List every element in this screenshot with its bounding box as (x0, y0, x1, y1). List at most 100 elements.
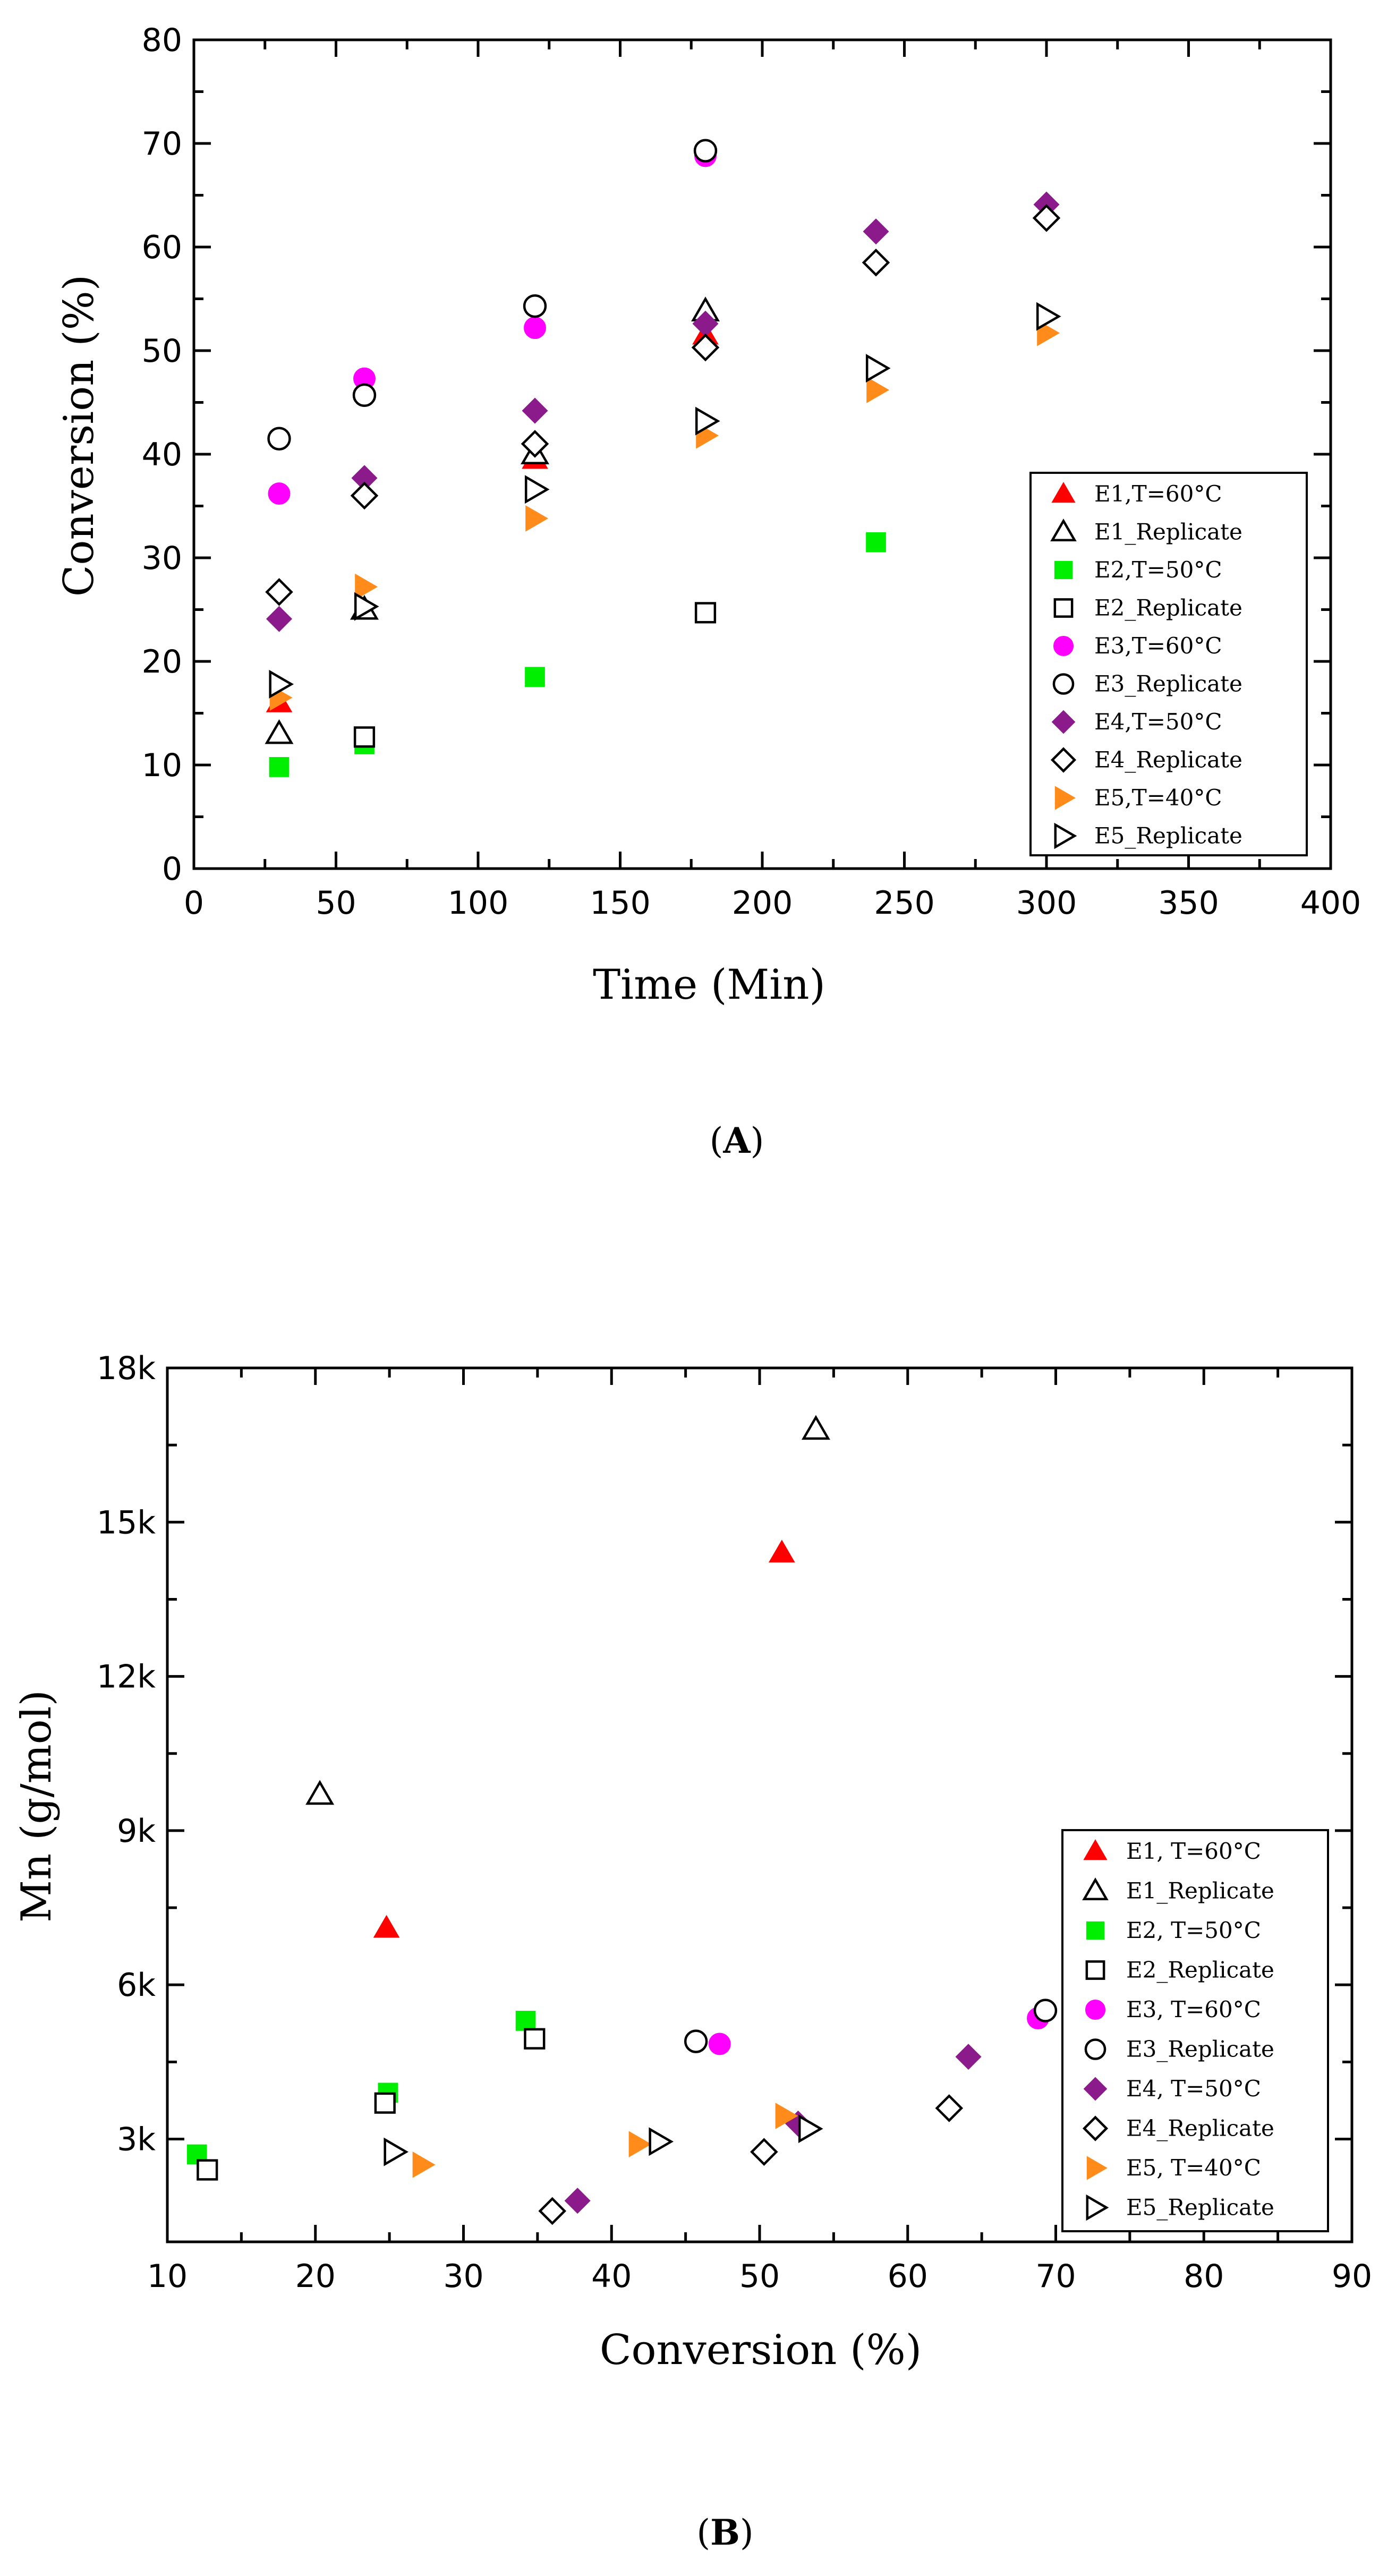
panel-a-x-tick-label: 200 (732, 885, 793, 922)
panel-a-point-e5-t-40-c (355, 573, 378, 600)
panel-a-point-e5-replicate (354, 592, 379, 621)
panel-b-legend-marker-e2-replicate (1085, 1960, 1105, 1980)
panel-a-legend-marker-e3-t-60-c (1053, 635, 1074, 657)
panel-b-legend-marker-e4-t-50-c (1083, 2077, 1108, 2101)
panel-a-legend-marker-e5-replicate (1054, 822, 1077, 849)
panel-b-legend-marker-e1-t-60-c (1083, 1839, 1108, 1860)
panel-a-y-tick-label: 50 (142, 333, 182, 370)
panel-a-legend-label: E1_Replicate (1094, 519, 1242, 545)
panel-a-legend-marker-e4-t-50-c (1051, 710, 1076, 734)
panel-a-tick-labels: 0 50 100 150 200 250 300 350 400 0 10 20 30 40 50 60 70 8… (142, 22, 1361, 922)
panel-b-legend-label: E2_Replicate (1126, 1957, 1274, 1983)
panel-b-legend-marker-e2-t-50-c (1086, 1921, 1105, 1940)
panel-a-point-e5-replicate (524, 475, 550, 504)
panel-b-point-e1-replicate (305, 1780, 335, 1805)
panel-b-y-tick-label: 3k (117, 2121, 156, 2158)
panel-b-data-points (186, 1415, 1058, 2225)
panel-b-point-e3-replicate (684, 2029, 708, 2053)
panel-b-x-axis-title: Conversion (%) (600, 2326, 922, 2374)
panel-a-point-e5-replicate (865, 354, 891, 383)
panel-a-point-e3-t-60-c (524, 317, 546, 339)
panel-a-ticks (192, 38, 1332, 870)
panel-b-legend-label: E5_Replicate (1126, 2195, 1274, 2221)
panel-a-legend-marker-e1-t-60-c (1051, 482, 1076, 503)
panel-a-legend-label: E2_Replicate (1094, 595, 1242, 621)
panel-a-x-tick-label: 300 (1016, 885, 1077, 922)
panel-b-legend-box (1061, 1829, 1329, 2232)
panel-a-y-tick-label: 60 (142, 229, 182, 266)
panel-b-point-e5-t-40-c (412, 2152, 436, 2178)
panel-a-x-tick-label: 250 (874, 885, 935, 922)
panel-b-x-tick-label: 60 (888, 2258, 928, 2295)
panel-a-point-e2-replicate (353, 726, 376, 748)
panel-a-x-axis-title: Time (Min) (593, 961, 825, 1009)
panel-b-x-tick-label: 90 (1332, 2258, 1372, 2295)
panel-b-point-e4-t-50-c (955, 2044, 982, 2070)
panel-a-point-e5-t-40-c (525, 505, 549, 532)
panel-b-y-tick-label: 12k (97, 1659, 156, 1696)
panel-b-legend-label: E3_Replicate (1126, 2036, 1274, 2062)
panel-a-point-e5-replicate (269, 669, 294, 699)
panel-a-x-tick-label: 400 (1300, 885, 1361, 922)
panel-a-point-e4-replicate (862, 248, 890, 277)
panel-a-point-e1-replicate (265, 719, 294, 744)
panel-a-point-e4-replicate (350, 481, 379, 510)
panel-b-point-e4-t-50-c (564, 2188, 591, 2214)
panel-a-legend-label: E3,T=60°C (1094, 633, 1222, 659)
panel-a-point-e2-t-50-c (866, 532, 886, 552)
panel-a-label: (A) (710, 1120, 764, 1161)
panel-a-x-tick-label: 100 (448, 885, 509, 922)
panel-a-point-e3-replicate (352, 383, 377, 407)
panel-b-legend-marker-e3-replicate (1084, 2038, 1106, 2060)
panel-b-legend-label: E2, T=50°C (1126, 1917, 1261, 1943)
panel-a-legend-label: E5,T=40°C (1094, 785, 1222, 811)
panel-b-point-e5-replicate (798, 2114, 823, 2144)
panel-b-point-e1-t-60-c (373, 1915, 400, 1938)
panel-a-point-e3-replicate (523, 294, 547, 318)
panel-a-point-e5-t-40-c (866, 377, 890, 403)
panel-a-legend-label: E4_Replicate (1094, 747, 1242, 773)
panel-b-legend-label: E4_Replicate (1126, 2115, 1274, 2141)
panel-a-point-e4-replicate (691, 333, 720, 362)
panel-a-legend-marker-e5-t-40-c (1054, 786, 1076, 810)
panel-a-x-tick-label: 50 (316, 885, 356, 922)
panel-a-legend-marker-e4-replicate (1050, 747, 1077, 773)
panel-a-y-tick-label: 80 (142, 22, 182, 59)
panel-a-y-tick-label: 40 (142, 436, 182, 473)
panel-a-x-tick-label: 350 (1158, 885, 1219, 922)
panel-a-point-e2-t-50-c (525, 667, 545, 687)
panel-a-legend-label: E1,T=60°C (1094, 481, 1222, 507)
panel-b-point-e5-t-40-c (775, 2103, 798, 2129)
panel-b-point-e2-replicate (374, 2092, 396, 2114)
panel-b-y-tick-label: 18k (97, 1350, 156, 1387)
panel-a-point-e5-replicate (695, 406, 720, 436)
panel-a-legend-box (1029, 472, 1308, 856)
panel-a-point-e2-replicate (694, 602, 717, 624)
panel-a-point-e4-replicate (1032, 204, 1061, 232)
panel-a-legend-marker-e3-replicate (1052, 673, 1075, 695)
panel-a-legend-marker-e2-t-50-c (1054, 560, 1073, 580)
panel-b-point-e3-t-60-c (708, 2033, 731, 2055)
panel-b-x-tick-label: 80 (1184, 2258, 1224, 2295)
panel-b-legend-marker-e5-replicate (1086, 2194, 1109, 2221)
panel-b-x-tick-label: 40 (591, 2258, 632, 2295)
panel-a-legend-marker-e2-replicate (1053, 598, 1074, 618)
panel-b-point-e5-t-40-c (628, 2131, 652, 2157)
panel-b-legend-marker-e4-replicate (1082, 2115, 1109, 2141)
panel-b-legend: E1, T=60°C E1_Replicate E2, T=50°C E2_Repli… (1061, 1829, 1329, 2232)
panel-b-point-e5-replicate (649, 2127, 674, 2156)
panel-b-legend-marker-e3-t-60-c (1085, 1999, 1106, 2020)
panel-a-legend-label: E5_Replicate (1094, 823, 1242, 849)
panel-a-legend-label: E2,T=50°C (1094, 557, 1222, 583)
panel-b-label: (B) (696, 2512, 753, 2553)
panel-a-point-e4-t-50-c (266, 606, 293, 632)
panel-a-y-tick-label: 10 (142, 747, 182, 784)
panel-b-letter: B (710, 2512, 740, 2553)
panel-b-legend-marker-e5-t-40-c (1086, 2156, 1108, 2180)
panel-b-legend-marker-e1-replicate (1082, 1877, 1109, 1900)
panel-b-x-tick-label: 20 (295, 2258, 336, 2295)
panel-a-y-tick-label: 20 (142, 643, 182, 681)
panel-a-y-tick-label: 0 (162, 851, 182, 888)
panel-b-point-e1-replicate (801, 1415, 830, 1440)
